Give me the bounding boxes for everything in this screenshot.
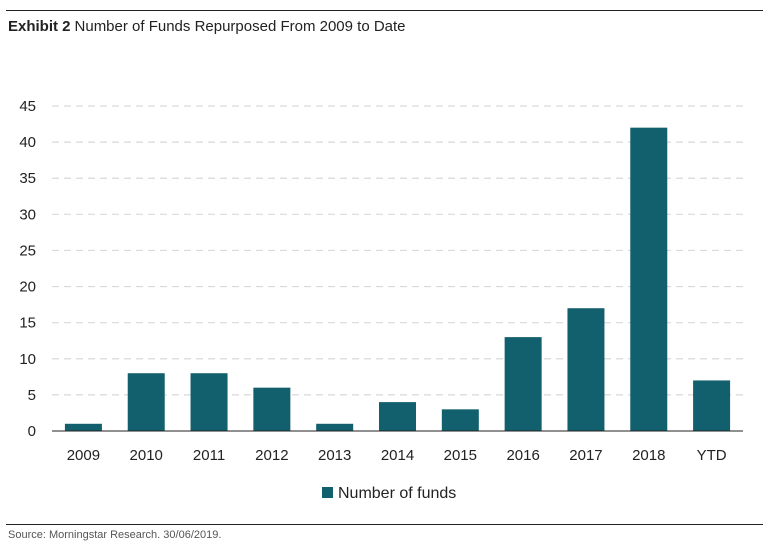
x-tick-label: 2016 [506,447,539,464]
legend: Number of funds [322,485,456,502]
bottom-rule [6,524,763,525]
y-tick-label: 40 [19,134,36,151]
bar-2011 [190,373,228,431]
y-tick-label: 15 [19,315,36,332]
source-note: Source: Morningstar Research. 30/06/2019… [8,529,222,541]
y-tick-label: 30 [19,206,36,223]
x-tick-label: 2010 [130,447,163,464]
bars [64,127,731,432]
x-tick-label: 2013 [318,447,351,464]
y-tick-label: 35 [19,170,36,187]
bar-YTD [693,380,731,431]
bar-2017 [567,308,605,431]
x-tick-label: 2014 [381,447,414,464]
x-tick-label: 2018 [632,447,665,464]
legend-label: Number of funds [338,485,456,502]
y-tick-label: 45 [19,98,36,115]
x-tick-label: 2011 [193,447,225,464]
bar-2013 [316,423,354,431]
chart-title: Number of Funds Repurposed From 2009 to … [74,18,406,35]
y-axis-ticks: 0 5 10 15 20 25 30 35 40 45 [19,98,36,440]
bar-2014 [379,402,416,431]
bar-2015 [441,409,479,431]
x-tick-label: 2017 [569,447,602,464]
bar-2009 [64,423,102,431]
exhibit-label: Exhibit 2 [8,18,71,35]
y-tick-label: 20 [19,279,36,296]
y-tick-label: 10 [19,351,36,368]
x-tick-label: 2015 [444,447,477,464]
bar-2012 [253,387,291,431]
top-rule [6,10,763,11]
bar-2016 [504,337,542,431]
x-axis-ticks: 2009 2010 2011 2012 2013 2014 2015 2016 2017 2018… [67,447,727,464]
y-tick-label: 0 [28,423,36,440]
exhibit-header: Exhibit 2 Number of Funds Repurposed From… [8,18,406,36]
y-tick-label: 5 [28,387,36,404]
bar-2018 [630,127,668,432]
bar-2010 [127,373,165,431]
x-tick-label: 2009 [67,447,100,464]
x-tick-label: 2012 [255,447,288,464]
legend-swatch [322,487,333,498]
y-tick-label: 25 [19,242,36,259]
x-tick-label: YTD [697,447,727,464]
